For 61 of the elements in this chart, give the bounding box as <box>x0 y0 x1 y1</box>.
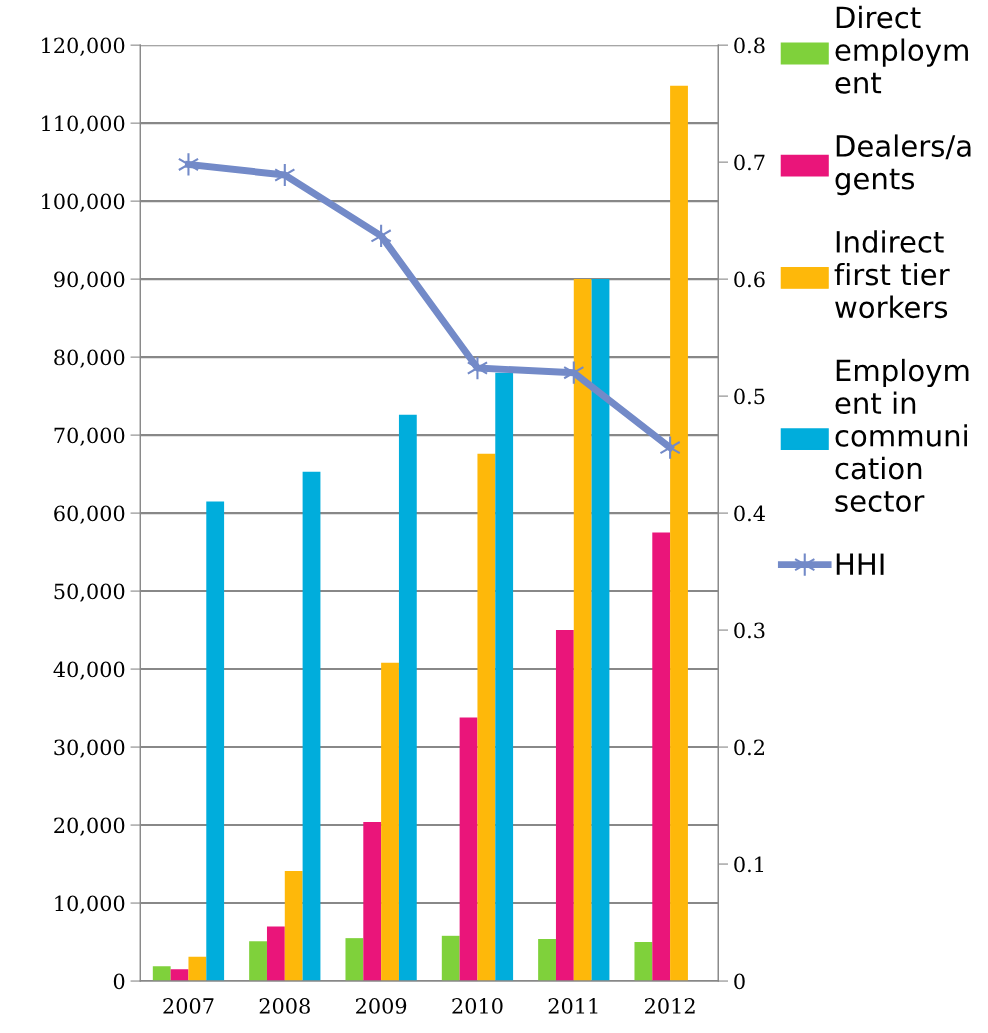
y2-tick-label: 0.8 <box>734 37 765 54</box>
y2-tick-label: 0.7 <box>734 154 765 171</box>
y-tick-label: 60,000 <box>54 505 125 524</box>
bar <box>441 935 460 982</box>
y-tick-label: 20,000 <box>54 817 125 836</box>
y-tick-label: 70,000 <box>54 427 125 446</box>
x-tick-label: 2011 <box>548 998 598 1014</box>
bar <box>591 279 610 982</box>
y2-tick-label: 0 <box>734 973 745 990</box>
x-tick-label: 2008 <box>259 998 310 1014</box>
y-tick-label: 40,000 <box>53 661 125 680</box>
y-tick-label: 10,000 <box>55 895 125 914</box>
bar <box>345 938 364 982</box>
bar <box>302 471 321 982</box>
legend-label: Indirect first tier workers <box>834 230 950 319</box>
y2-tick-label: 0.3 <box>734 622 765 639</box>
bar <box>188 956 207 982</box>
bar <box>398 414 417 982</box>
y-tick-label: 0 <box>113 973 125 990</box>
bar <box>381 662 399 982</box>
x-tick-label: 2010 <box>452 998 503 1014</box>
point <box>274 162 296 188</box>
y-tick-label: 80,000 <box>54 349 125 368</box>
bar <box>249 941 267 982</box>
bar <box>363 821 382 982</box>
legend-label: Employment in communication sector <box>835 358 969 513</box>
bar <box>477 453 496 982</box>
bar <box>170 969 189 982</box>
y2-tick-label: 0.5 <box>734 388 765 405</box>
y2-tick-label: 0.4 <box>734 505 765 522</box>
bar <box>284 871 303 982</box>
bar <box>634 942 653 982</box>
bar <box>152 966 171 982</box>
legend-label: Dealers/agents <box>835 134 971 196</box>
bar <box>206 501 225 982</box>
y-tick-label: 90,000 <box>54 271 125 290</box>
point <box>177 152 200 177</box>
bar <box>266 926 285 982</box>
point <box>370 223 392 248</box>
y-tick-label: 50,000 <box>54 583 125 602</box>
bar <box>573 279 592 982</box>
y-tick-label: 120,000 <box>42 37 125 56</box>
bar <box>555 630 574 982</box>
x-tick-label: 2012 <box>645 998 695 1014</box>
point <box>563 360 585 385</box>
y-tick-label: 110,000 <box>42 115 125 134</box>
y-tick-label: 100,000 <box>42 193 125 212</box>
x-tick-label: 2007 <box>163 998 214 1014</box>
bar <box>538 938 556 982</box>
bar <box>495 372 514 982</box>
legend-label: Direct employment <box>835 5 968 94</box>
y2-tick-label: 0.6 <box>734 271 765 288</box>
y2-tick-label: 0.2 <box>734 739 764 756</box>
bar <box>459 717 478 982</box>
y-tick-label: 30,000 <box>54 739 125 758</box>
bar <box>670 85 688 982</box>
legend-label: HHI <box>836 553 884 575</box>
bar <box>652 532 671 982</box>
x-tick-label: 2009 <box>356 998 407 1014</box>
y2-tick-label: 0.1 <box>734 856 764 873</box>
point <box>659 435 681 460</box>
